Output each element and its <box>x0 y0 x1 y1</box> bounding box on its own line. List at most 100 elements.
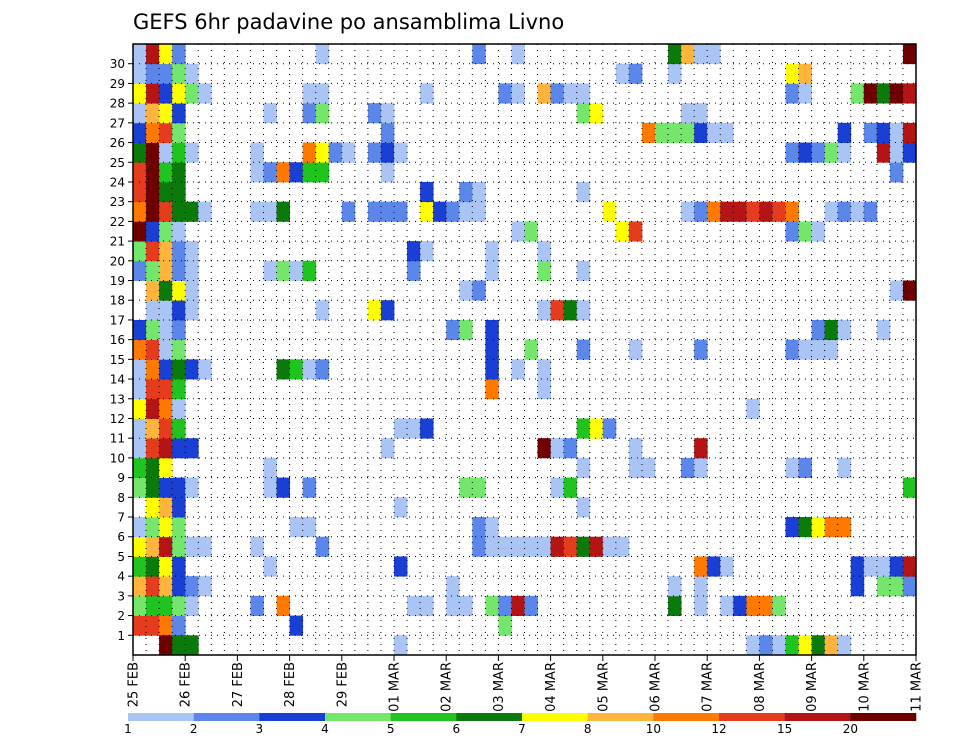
heatmap-cell <box>185 477 199 498</box>
x-tick-label: 02 MAR <box>440 662 455 712</box>
y-tick-label: 25 <box>110 156 125 170</box>
heatmap-cell <box>550 536 565 557</box>
heatmap-cell <box>159 536 173 557</box>
heatmap-cell <box>824 201 839 222</box>
heatmap-cell <box>394 635 408 656</box>
y-tick-label: 11 <box>110 432 125 446</box>
x-tick-label: 10 MAR <box>857 662 872 712</box>
heatmap-cell <box>407 418 421 439</box>
heatmap-cell <box>902 556 917 577</box>
heatmap-cell <box>407 241 421 262</box>
heatmap-cell <box>589 536 604 557</box>
heatmap-cell <box>694 122 708 143</box>
heatmap-cell <box>902 44 917 65</box>
heatmap-cell <box>133 359 147 380</box>
heatmap-cell <box>902 83 917 104</box>
heatmap-cell <box>746 201 760 222</box>
heatmap-cell <box>263 556 277 577</box>
heatmap-cell <box>146 477 160 498</box>
heatmap-cell <box>876 576 891 597</box>
heatmap-cell <box>889 83 904 104</box>
heatmap-cell <box>798 339 812 360</box>
heatmap-cell <box>172 595 186 616</box>
legend-label: 2 <box>190 722 198 736</box>
heatmap-cell <box>733 595 747 616</box>
heatmap-cell <box>602 201 617 222</box>
heatmap-cell <box>668 122 682 143</box>
heatmap-cell <box>146 103 160 124</box>
heatmap-cell <box>146 122 160 143</box>
heatmap-cell <box>172 517 186 538</box>
heatmap-cell <box>798 221 812 242</box>
heatmap-cell <box>641 457 656 479</box>
y-tick-label: 12 <box>110 412 125 426</box>
heatmap-cell <box>250 142 264 163</box>
heatmap-cell <box>459 181 473 203</box>
heatmap-cell <box>498 83 512 104</box>
heatmap-cell <box>576 260 591 281</box>
heatmap-cell <box>485 319 499 341</box>
x-tick-label: 08 MAR <box>753 662 768 712</box>
heatmap-cell <box>615 536 630 557</box>
legend-swatch <box>128 713 194 721</box>
heatmap-cell <box>172 241 186 262</box>
heatmap-cell <box>681 44 695 65</box>
heatmap-cell <box>146 319 160 341</box>
heatmap-cell <box>668 63 682 84</box>
heatmap-cell <box>276 201 290 222</box>
heatmap-cell <box>367 201 382 222</box>
y-tick-label: 27 <box>110 116 125 130</box>
heatmap-cell <box>889 162 904 183</box>
heatmap-cell <box>159 595 173 616</box>
heatmap-cell <box>902 576 917 597</box>
heatmap-cell <box>172 398 186 419</box>
heatmap-cell <box>707 201 721 222</box>
heatmap-cell <box>668 595 682 616</box>
heatmap-cell <box>563 477 578 498</box>
heatmap-cell <box>472 536 486 557</box>
x-tick-label: 09 MAR <box>805 662 820 712</box>
heatmap-cell <box>889 122 904 143</box>
legend-label: 15 <box>777 722 792 736</box>
heatmap-cell <box>394 556 408 577</box>
legend-swatch <box>719 713 785 721</box>
y-tick-label: 15 <box>110 353 125 367</box>
x-tick-label: 03 MAR <box>492 662 507 712</box>
heatmap-cell <box>380 201 395 222</box>
heatmap-cell <box>133 398 147 419</box>
heatmap-cell <box>172 635 186 656</box>
heatmap-cell <box>498 536 512 557</box>
heatmap-cell <box>289 162 304 183</box>
heatmap-cell <box>302 83 317 104</box>
heatmap-cell <box>133 142 147 163</box>
heatmap-cell <box>276 595 290 616</box>
heatmap-cell <box>263 162 277 183</box>
heatmap-cell <box>302 162 317 183</box>
heatmap-cell <box>367 142 382 163</box>
heatmap-cell <box>172 477 186 498</box>
heatmap-cell <box>824 319 839 341</box>
heatmap-cell <box>133 221 147 242</box>
heatmap-cell <box>276 260 290 281</box>
heatmap-cell <box>146 615 160 636</box>
heatmap-cell <box>811 221 826 242</box>
heatmap-cell <box>367 103 382 124</box>
heatmap-cell <box>694 595 708 616</box>
heatmap-cell <box>146 536 160 557</box>
heatmap-cell <box>172 122 186 143</box>
heatmap-cell <box>146 517 160 538</box>
heatmap-cell <box>837 457 852 479</box>
heatmap-cell <box>159 162 173 183</box>
heatmap-cell <box>459 595 473 616</box>
heatmap-cell <box>302 477 317 498</box>
heatmap-cell <box>472 477 486 498</box>
heatmap-cell <box>537 536 551 557</box>
heatmap-cell <box>498 615 512 636</box>
heatmap-cell <box>615 63 630 84</box>
heatmap-cell <box>185 142 199 163</box>
y-tick-label: 18 <box>110 294 125 308</box>
heatmap-cell <box>159 280 173 301</box>
heatmap-cell <box>785 142 799 163</box>
heatmap-cell <box>133 103 147 124</box>
heatmap-cell <box>159 63 173 84</box>
